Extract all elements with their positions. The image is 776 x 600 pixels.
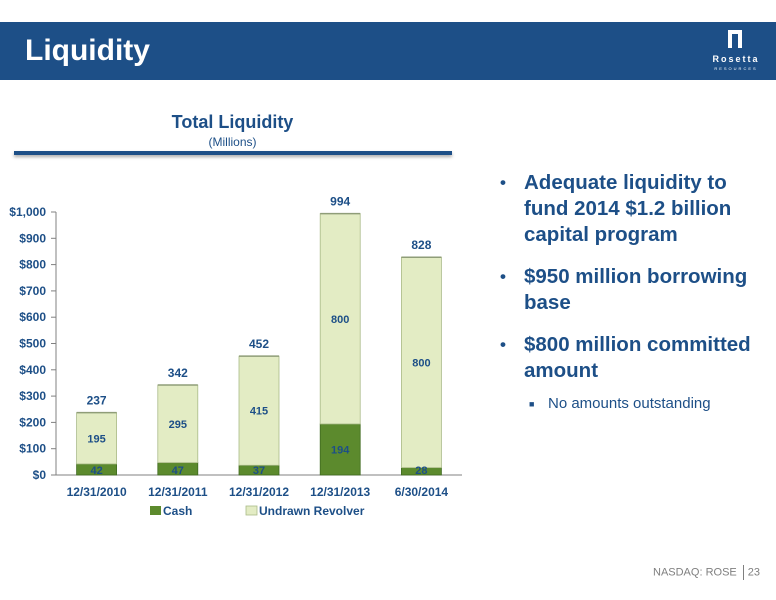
company-logo: Rosetta RESOURCES xyxy=(704,27,768,75)
revolver-value-label: 800 xyxy=(331,314,349,326)
total-value-label: 828 xyxy=(411,238,431,252)
title-underline xyxy=(14,151,452,155)
cash-value-label: 42 xyxy=(90,465,102,477)
page-title: Liquidity xyxy=(25,34,150,67)
logo-subtitle: RESOURCES xyxy=(714,66,758,71)
y-tick-label: $400 xyxy=(19,363,46,377)
bullet-text: $950 million borrowing base xyxy=(524,265,748,314)
legend-swatch-cash xyxy=(150,506,161,515)
cash-value-label: 28 xyxy=(415,465,427,477)
legend-swatch-undrawn-revolver xyxy=(245,505,258,516)
logo-name: Rosetta xyxy=(712,54,760,64)
bullet-text: Adequate liquidity to fund 2014 $1.2 bil… xyxy=(524,171,732,246)
liquidity-bar-chart: $0 $100 $200 $300 $400 $500 $600 $700 $800 $900 $1… xyxy=(9,195,462,518)
chart-subtitle: (Millions) xyxy=(208,135,257,149)
bar-undrawn-revolver xyxy=(319,213,361,425)
legend-label-undrawn-revolver: Undrawn Revolver xyxy=(259,504,365,518)
bullet-text: $800 million committed amount xyxy=(524,333,751,382)
legend-label-cash: Cash xyxy=(163,504,192,518)
y-tick-label: $100 xyxy=(19,442,46,456)
sub-bullet-text: No amounts outstanding xyxy=(548,395,711,412)
x-category-label: 12/31/2011 xyxy=(148,485,208,499)
revolver-value-label: 195 xyxy=(87,433,105,445)
bullet-item: • Adequate liquidity to fund 2014 $1.2 bi… xyxy=(500,170,765,248)
cash-value-label: 37 xyxy=(253,465,265,477)
cash-value-label: 194 xyxy=(331,444,350,456)
x-category-label: 12/31/2013 xyxy=(310,485,370,499)
total-value-label: 452 xyxy=(249,337,269,351)
bullet-item: • $800 million committed amount xyxy=(500,332,765,384)
square-bullet-icon: ■ xyxy=(529,399,535,409)
sub-bullet-item: ■ No amounts outstanding xyxy=(500,394,765,414)
y-tick-label: $1,000 xyxy=(9,205,46,219)
bullet-dot-icon: • xyxy=(500,267,506,286)
total-value-label: 994 xyxy=(330,195,350,209)
revolver-value-label: 295 xyxy=(169,419,187,431)
bullet-list: • Adequate liquidity to fund 2014 $1.2 bi… xyxy=(500,170,765,430)
y-tick-label: $700 xyxy=(19,284,46,298)
bar-undrawn-revolver xyxy=(76,412,117,465)
chart-title: Total Liquidity xyxy=(171,112,294,132)
bullet-dot-icon: • xyxy=(500,173,506,192)
x-category-label: 12/31/2012 xyxy=(229,485,289,499)
y-tick-label: $500 xyxy=(19,337,46,351)
bullet-dot-icon: • xyxy=(500,335,506,354)
bar-undrawn-revolver xyxy=(157,384,199,464)
cash-value-label: 47 xyxy=(172,465,184,477)
header-bar: Liquidity Rosetta RESOURCES xyxy=(0,22,776,80)
revolver-value-label: 415 xyxy=(250,406,268,418)
y-tick-label: $0 xyxy=(33,468,47,482)
y-tick-label: $800 xyxy=(19,258,46,272)
total-value-label: 237 xyxy=(87,394,107,408)
logo-mark-icon xyxy=(728,30,742,48)
y-tick-label: $300 xyxy=(19,389,46,403)
bar-cash xyxy=(319,423,361,476)
y-tick-label: $200 xyxy=(19,415,46,429)
y-tick-label: $900 xyxy=(19,231,46,245)
footer: NASDAQ: ROSE 23 xyxy=(653,565,760,580)
bar-undrawn-revolver xyxy=(238,355,280,466)
y-tick-label: $600 xyxy=(19,310,46,324)
footer-divider xyxy=(742,565,744,580)
x-category-label: 6/30/2014 xyxy=(395,485,449,499)
bullet-item: • $950 million borrowing base xyxy=(500,264,765,316)
page-number: 23 xyxy=(747,566,760,579)
total-value-label: 342 xyxy=(168,366,188,380)
footer-ticker: NASDAQ: ROSE xyxy=(653,566,737,579)
revolver-value-label: 800 xyxy=(412,357,430,369)
x-category-label: 12/31/2010 xyxy=(67,485,127,499)
